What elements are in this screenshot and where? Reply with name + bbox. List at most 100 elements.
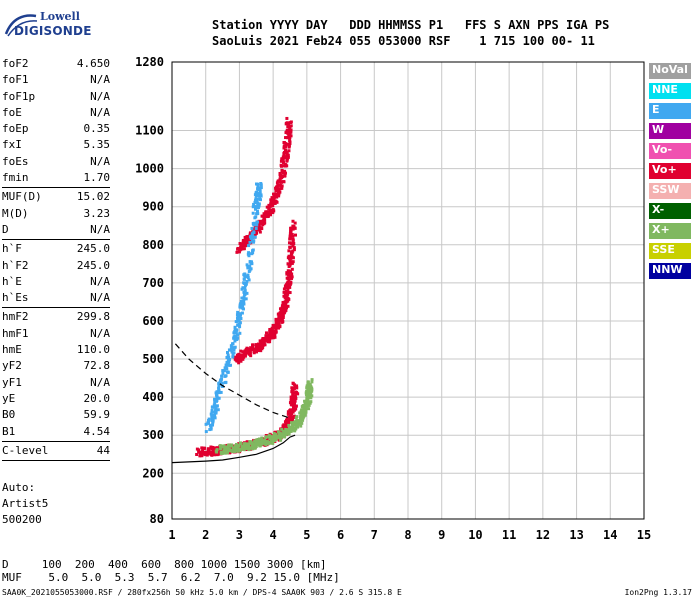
trace-point <box>272 197 276 201</box>
trace-point <box>294 404 298 408</box>
trace-point <box>240 300 244 304</box>
param-row: fmin 1.70 <box>2 170 112 186</box>
trace-point <box>211 421 215 425</box>
parameters-panel: foF2 4.650 foF1 N/A foF1p N/A foE N/A foEp 0.35 fx… <box>2 56 112 462</box>
trace-point <box>272 435 276 439</box>
trace-point <box>241 286 245 290</box>
trace-point <box>249 262 253 266</box>
auto-artist: Artist5 <box>2 497 49 510</box>
trace-point <box>242 295 246 299</box>
trace-point <box>274 186 278 190</box>
trace-point <box>242 448 246 452</box>
trace-point <box>282 424 286 428</box>
trace-point <box>254 343 258 347</box>
trace-point <box>303 403 307 407</box>
trace-point <box>210 410 214 414</box>
y-tick-label: 200 <box>142 466 164 480</box>
trace-point <box>199 450 203 454</box>
x-tick-label: 8 <box>404 528 411 542</box>
trace-point <box>300 421 304 425</box>
trace-point <box>290 386 294 390</box>
y-tick-label: 500 <box>142 352 164 366</box>
trace-point <box>259 342 263 346</box>
trace-point <box>261 340 265 344</box>
trace-point <box>280 308 284 312</box>
trace-point <box>230 350 234 354</box>
legend-item-sse: SSE <box>649 243 691 259</box>
trace-point <box>264 435 268 439</box>
trace-point <box>229 448 233 452</box>
trace-point <box>287 131 291 135</box>
trace-point <box>292 401 296 405</box>
trace-point <box>290 267 294 271</box>
separator <box>2 440 110 442</box>
trace-point <box>206 452 210 456</box>
param-value: 15.02 <box>76 190 110 204</box>
trace-point <box>282 309 286 313</box>
trace-point <box>293 221 297 225</box>
trace-point <box>209 424 213 428</box>
trace-point <box>274 189 278 193</box>
param-value: N/A <box>90 291 110 305</box>
trace-point <box>279 176 283 180</box>
trace-point <box>236 449 240 453</box>
trace-point <box>209 412 213 416</box>
trace-point <box>245 444 249 448</box>
trace-point <box>296 392 300 396</box>
trace-point <box>288 233 292 237</box>
trace-point <box>299 418 303 422</box>
trace-point <box>281 312 285 316</box>
trace-point <box>204 430 208 434</box>
chart-grid <box>171 61 645 520</box>
trace-point <box>283 293 287 297</box>
trace-point <box>289 120 293 124</box>
trace-point <box>280 319 284 323</box>
param-value: 1.70 <box>83 171 111 185</box>
trace-point <box>281 164 285 168</box>
trace-point <box>215 390 219 394</box>
trace-point <box>255 220 259 224</box>
trace-point <box>269 202 273 206</box>
trace-point <box>287 425 291 429</box>
plot-frame <box>171 61 645 520</box>
x-tick-label: 3 <box>236 528 243 542</box>
trace-point <box>292 398 296 402</box>
trace-point <box>244 297 248 301</box>
trace-point <box>247 244 251 248</box>
trace-point <box>256 184 260 188</box>
trace-point <box>239 441 243 445</box>
trace-point <box>289 418 293 422</box>
trace-point <box>244 446 248 450</box>
param-name: yE <box>2 391 16 405</box>
separator <box>2 187 110 189</box>
trace-point <box>285 157 289 161</box>
trace-point <box>271 323 275 327</box>
trace-point <box>235 333 239 337</box>
trace-point <box>281 434 285 438</box>
trace-point <box>286 125 290 129</box>
trace-point <box>295 423 299 427</box>
param-name: hmE <box>2 343 22 357</box>
trace-point <box>286 131 290 135</box>
param-row: yF1 N/A <box>2 375 112 391</box>
trace-point <box>306 380 310 384</box>
header-line1: Station YYYY DAY DDD HHMMSS P1 FFS S AXN… <box>212 18 610 32</box>
trace-point <box>273 325 277 329</box>
trace-point <box>238 302 242 306</box>
x-tick-label: 5 <box>303 528 310 542</box>
legend-item-w: W <box>649 123 691 139</box>
trace-point <box>227 348 231 352</box>
param-name: foEp <box>2 122 29 136</box>
param-row: yF2 72.8 <box>2 358 112 374</box>
trace-point <box>273 335 277 339</box>
trace-point <box>307 403 311 407</box>
trace-point <box>226 353 230 357</box>
trace-point <box>286 287 290 291</box>
trace-point <box>268 213 272 217</box>
trace-point <box>208 428 212 432</box>
param-value: 299.8 <box>76 310 110 324</box>
trace-point <box>300 405 304 409</box>
legend-item-noval: NoVal <box>649 63 691 79</box>
trace-point <box>287 430 291 434</box>
